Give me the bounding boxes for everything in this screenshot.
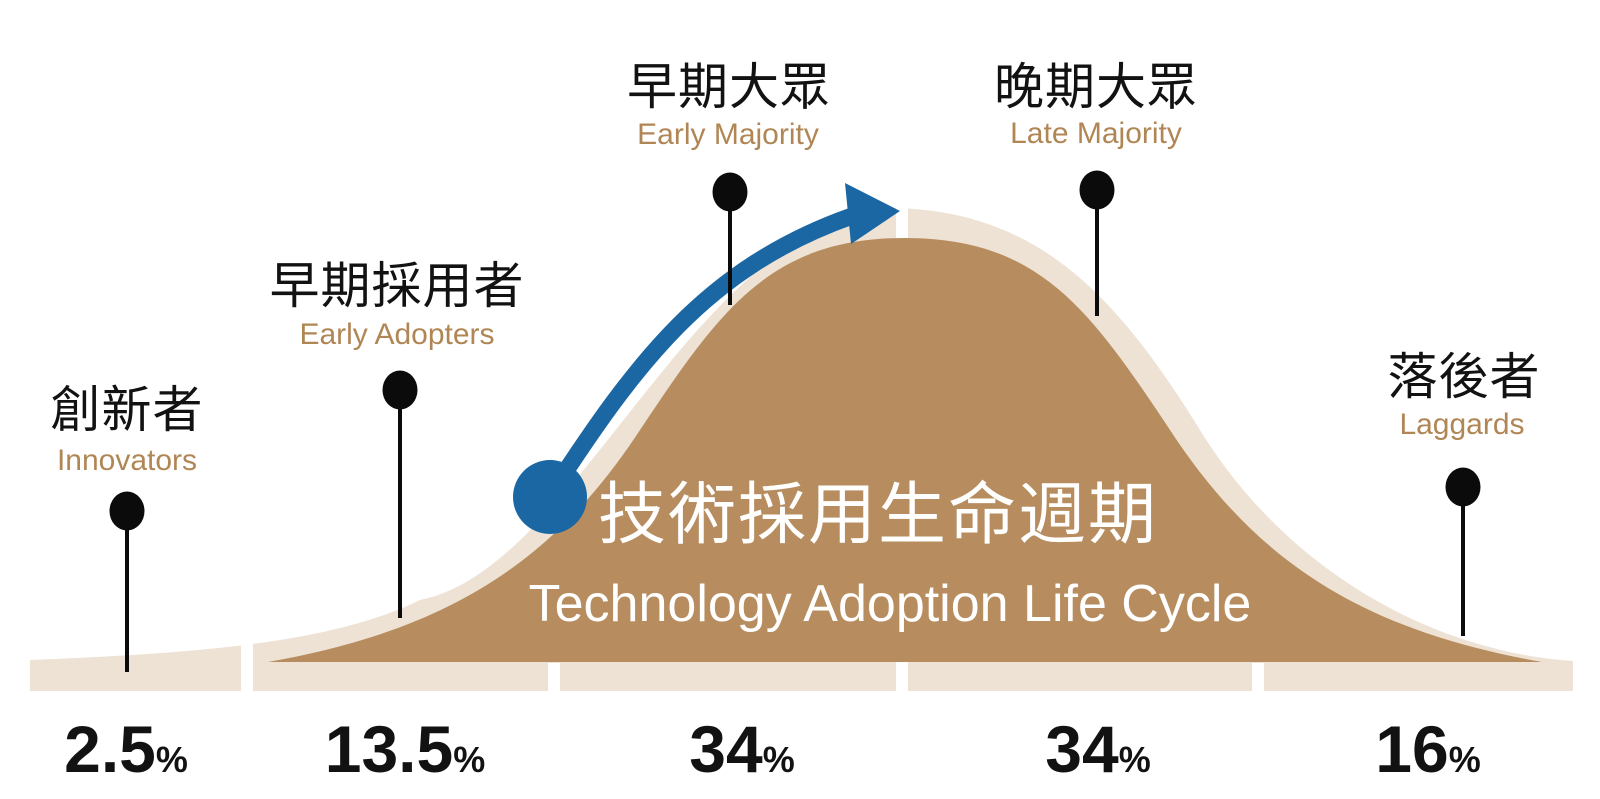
stage-percent-early-majority: 34%: [689, 712, 794, 786]
arrow-start-dot: [513, 460, 587, 534]
percent-value: 16: [1375, 712, 1448, 786]
percent-sign: %: [453, 739, 485, 780]
stage-pin-late-majority: [1079, 170, 1115, 316]
diagram-title-en: Technology Adoption Life Cycle: [529, 575, 1252, 633]
stage-label-en-innovators: Innovators: [57, 444, 197, 477]
diagram-title-zh: 技術採用生命週期: [598, 477, 1158, 553]
segment-divider: [241, 628, 253, 692]
stage-label-en-early-adopters: Early Adopters: [299, 318, 494, 351]
stage-label-zh-late-majority: 晚期大眾: [994, 59, 1198, 115]
percent-value: 34: [689, 712, 763, 786]
percent-value: 2.5: [64, 712, 156, 786]
arrow-shaft: [544, 207, 855, 497]
stage-pin-laggards: [1445, 467, 1481, 636]
arrow-head-icon: [845, 183, 900, 244]
stage-pin-early-adopters: [382, 370, 418, 618]
stage-label-en-early-majority: Early Majority: [637, 118, 819, 151]
percent-value: 34: [1045, 712, 1119, 786]
pin-dot: [712, 172, 748, 212]
segment-divider: [548, 663, 560, 692]
percent-value: 13.5: [325, 712, 453, 786]
stage-percent-innovators: 2.5%: [64, 712, 188, 786]
stage-label-en-laggards: Laggards: [1399, 408, 1524, 441]
stage-label-zh-laggards: 落後者: [1388, 349, 1541, 405]
stage-pin-early-majority: [712, 172, 748, 305]
stage-label-zh-early-adopters: 早期採用者: [270, 258, 525, 314]
adoption-curve: [268, 238, 1542, 662]
percent-sign: %: [156, 739, 188, 780]
percent-sign: %: [763, 739, 795, 780]
stage-label-zh-early-majority: 早期大眾: [627, 59, 831, 115]
stage-label-zh-innovators: 創新者: [51, 382, 204, 438]
stage-percent-laggards: 16%: [1375, 712, 1480, 786]
stage-percent-late-majority: 34%: [1045, 712, 1150, 786]
pin-dot: [109, 491, 145, 531]
stage-pin-innovators: [109, 491, 145, 672]
segment-divider: [1252, 663, 1264, 692]
stage-label-en-late-majority: Late Majority: [1010, 117, 1182, 150]
stage-percent-early-adopters: 13.5%: [325, 712, 485, 786]
pin-dot: [1445, 467, 1481, 507]
pin-dot: [382, 370, 418, 410]
momentum-arrow: [513, 183, 900, 534]
percent-sign: %: [1119, 739, 1151, 780]
pin-dot: [1079, 170, 1115, 210]
percent-sign: %: [1449, 739, 1481, 780]
